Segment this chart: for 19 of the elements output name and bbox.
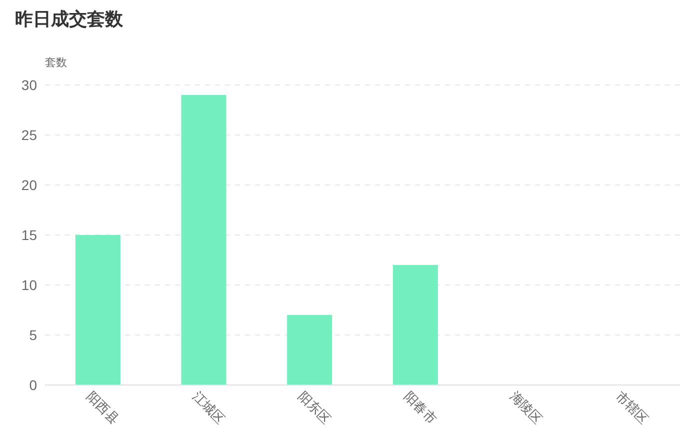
x-tick-label: 阳春市 (401, 388, 440, 427)
y-axis-title: 套数 (45, 57, 67, 69)
bar (287, 315, 332, 385)
y-tick-label: 25 (21, 127, 38, 143)
bar (392, 265, 438, 385)
y-tick-label: 15 (21, 227, 38, 243)
x-tick-label: 江城区 (190, 388, 228, 427)
y-tick-label: 20 (21, 177, 38, 193)
y-tick-label: 5 (29, 327, 38, 343)
y-tick-label: 0 (29, 377, 38, 393)
x-tick-label: 市辖区 (612, 388, 652, 427)
bar (181, 95, 226, 385)
x-tick-label: 海陵区 (507, 388, 546, 427)
y-tick-label: 30 (21, 77, 38, 93)
bar (75, 235, 120, 385)
x-tick-label: 阳西县 (84, 388, 122, 427)
chart-title: 昨日成交套数 (15, 9, 124, 29)
x-tick-label: 阳东区 (295, 388, 334, 427)
y-tick-label: 10 (21, 277, 38, 293)
